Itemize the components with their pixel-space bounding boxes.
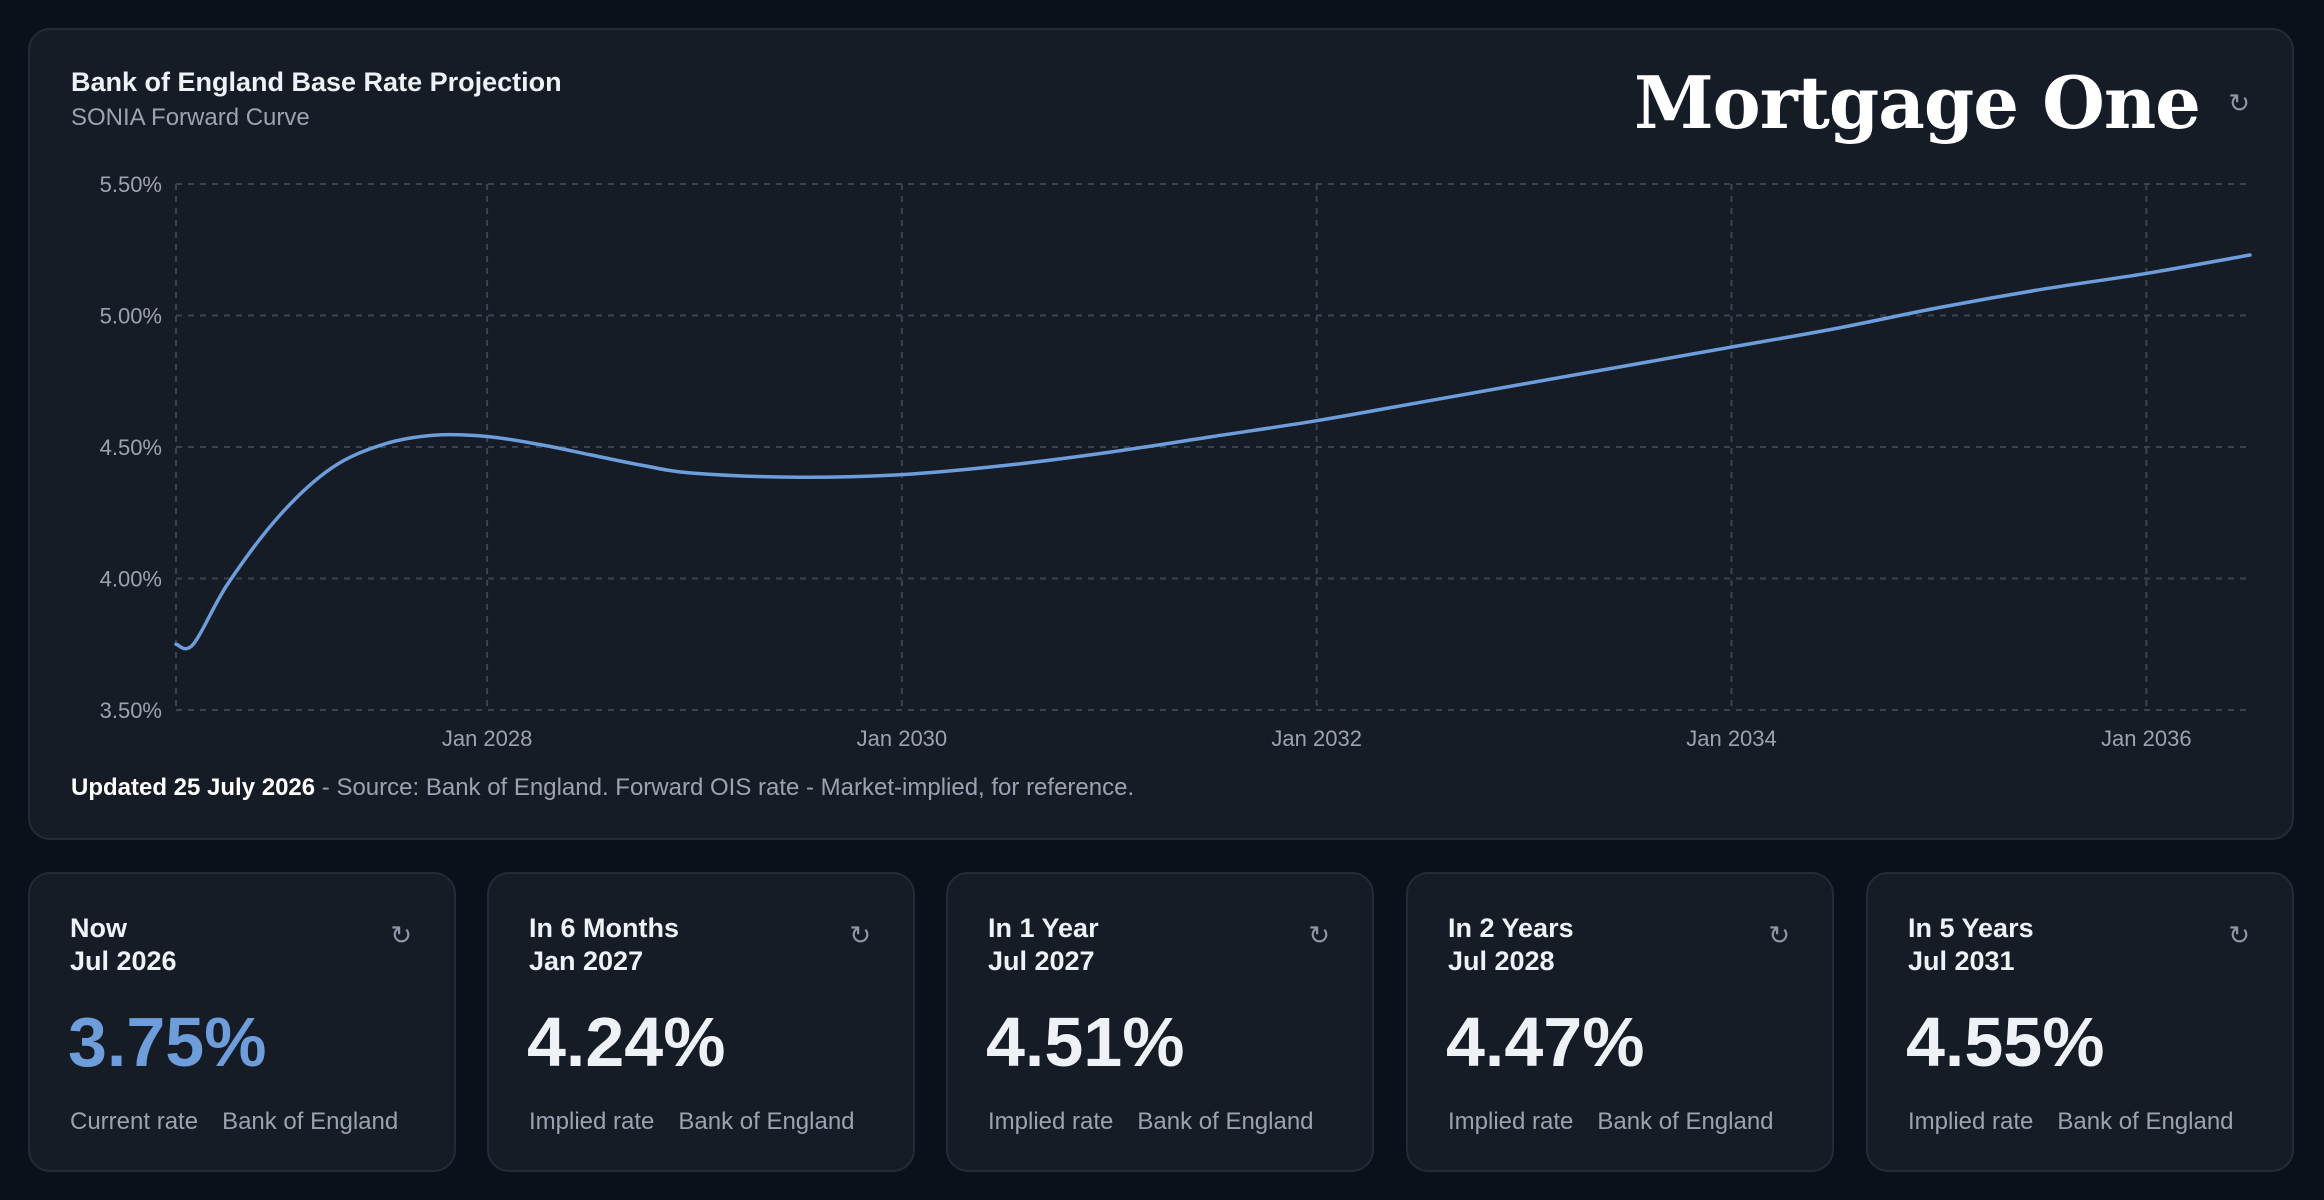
rate-source: Bank of England <box>1137 1108 1314 1135</box>
stat-footer: Implied rate Bank of England <box>1448 1108 1774 1136</box>
stat-period: Now <box>70 913 127 943</box>
y-tick-label: 4.00% <box>100 567 162 592</box>
y-tick-label: 5.00% <box>100 304 162 329</box>
stat-value: 4.24% <box>527 1003 726 1081</box>
stat-date: Jul 2026 <box>70 946 177 976</box>
stat-card-2-years: In 2 Years Jul 2028 ↻ 4.47% Implied rate B… <box>1406 872 1834 1172</box>
stat-date: Jul 2028 <box>1448 946 1555 976</box>
refresh-icon[interactable]: ↻ <box>849 920 871 950</box>
y-tick-label: 3.50% <box>100 698 162 723</box>
stat-card-now: Now Jul 2026 ↻ 3.75% Current rate Bank of … <box>28 872 456 1172</box>
stat-value: 3.75% <box>68 1003 267 1081</box>
refresh-icon[interactable]: ↻ <box>1308 920 1330 950</box>
stat-label: In 1 Year Jul 2027 <box>988 912 1099 978</box>
stat-label: In 2 Years Jul 2028 <box>1448 912 1574 978</box>
rate-type: Implied rate <box>1448 1108 1574 1135</box>
rate-source: Bank of England <box>678 1108 855 1135</box>
chart-subtitle: SONIA Forward Curve <box>71 104 310 131</box>
stat-footer: Implied rate Bank of England <box>529 1108 855 1136</box>
stat-value: 4.47% <box>1446 1003 1645 1081</box>
stat-date: Jul 2031 <box>1908 946 2015 976</box>
rate-type: Implied rate <box>988 1108 1114 1135</box>
refresh-icon[interactable]: ↻ <box>1768 920 1790 950</box>
rate-source: Bank of England <box>222 1108 399 1135</box>
rate-source: Bank of England <box>1597 1108 1774 1135</box>
stat-period: In 5 Years <box>1908 913 2034 943</box>
stat-value: 4.51% <box>986 1003 1185 1081</box>
refresh-icon[interactable]: ↻ <box>390 920 412 950</box>
stat-footer: Current rate Bank of England <box>70 1108 398 1136</box>
updated-date: Updated 25 July 2026 <box>71 774 316 801</box>
chart-card: Bank of England Base Rate Projection SON… <box>28 28 2294 840</box>
stat-period: In 1 Year <box>988 913 1099 943</box>
stat-period: In 6 Months <box>529 913 679 943</box>
refresh-icon[interactable]: ↻ <box>2228 88 2250 118</box>
series-line <box>174 253 2252 651</box>
chart-footnote: Updated 25 July 2026 - Source: Bank of E… <box>71 774 1134 802</box>
stat-period: In 2 Years <box>1448 913 1574 943</box>
rate-source: Bank of England <box>2057 1108 2234 1135</box>
forward-curve-chart: 3.50% 4.00% 4.50% 5.00% 5.50% Jan 2028 Jan 203… <box>100 172 2252 750</box>
x-tick-label: Jan 2034 <box>1686 726 1777 750</box>
rate-type: Implied rate <box>1908 1108 2034 1135</box>
stat-footer: Implied rate Bank of England <box>1908 1108 2234 1136</box>
x-tick-label: Jan 2036 <box>2101 726 2192 750</box>
stat-label: Now Jul 2026 <box>70 912 177 978</box>
stat-card-6-months: In 6 Months Jan 2027 ↻ 4.24% Implied rate… <box>487 872 915 1172</box>
y-tick-label: 5.50% <box>100 172 162 197</box>
source-note: - Source: Bank of England. Forward OIS r… <box>315 774 1135 801</box>
stat-card-1-year: In 1 Year Jul 2027 ↻ 4.51% Implied rate Ba… <box>946 872 1374 1172</box>
stat-value: 4.55% <box>1906 1003 2105 1081</box>
y-tick-label: 4.50% <box>100 435 162 460</box>
x-tick-label: Jan 2032 <box>1271 726 1362 750</box>
stat-date: Jul 2027 <box>988 946 1095 976</box>
stat-label: In 5 Years Jul 2031 <box>1908 912 2034 978</box>
brand-logo: Mortgage One <box>1633 60 2201 145</box>
x-tick-label: Jan 2030 <box>857 726 948 750</box>
refresh-icon[interactable]: ↻ <box>2228 920 2250 950</box>
stat-label: In 6 Months Jan 2027 <box>529 912 679 978</box>
stat-date: Jan 2027 <box>529 946 644 976</box>
chart-title: Bank of England Base Rate Projection <box>71 67 562 97</box>
x-tick-label: Jan 2028 <box>442 726 533 750</box>
rate-type: Implied rate <box>529 1108 655 1135</box>
stat-card-5-years: In 5 Years Jul 2031 ↻ 4.55% Implied rate B… <box>1866 872 2294 1172</box>
rate-type: Current rate <box>70 1108 199 1135</box>
stat-footer: Implied rate Bank of England <box>988 1108 1314 1136</box>
